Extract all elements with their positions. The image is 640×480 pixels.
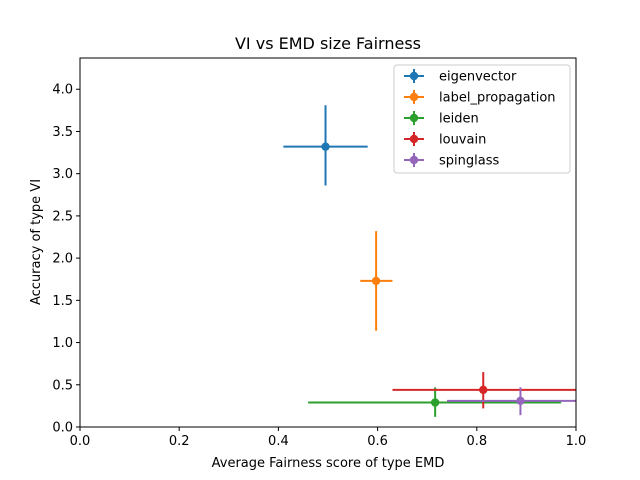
legend-marker-dot	[409, 92, 419, 102]
series-louvain	[392, 372, 576, 409]
legend-label: leiden	[439, 112, 479, 127]
legend-entry-spinglass: spinglass	[404, 153, 499, 169]
plot-frame	[79, 57, 577, 428]
series-eigenvector	[283, 105, 368, 186]
y-tick-label: 1.0	[52, 336, 73, 351]
data-point	[371, 276, 381, 286]
x-tick-label: 0.2	[169, 434, 190, 449]
series-spinglass	[447, 387, 576, 416]
legend-marker-dot	[409, 113, 419, 123]
legend-label: spinglass	[439, 154, 499, 169]
x-tick-label: 0.8	[466, 434, 487, 449]
legend-entry-eigenvector: eigenvector	[404, 69, 517, 85]
x-tick-label: 0.4	[268, 434, 289, 449]
legend-marker-dot	[409, 71, 419, 81]
legend-marker-dot	[409, 155, 419, 165]
y-axis-label: Accuracy of type VI	[29, 179, 44, 305]
y-tick-label: 3.5	[52, 125, 73, 140]
data-point	[430, 398, 440, 407]
y-tick-label: 4.0	[52, 83, 73, 98]
legend-box	[393, 64, 571, 174]
series-layer	[283, 105, 576, 417]
legend-label: label_propagation	[439, 91, 556, 106]
y-tick-label: 1.5	[52, 294, 73, 309]
y-tick-label: 2.5	[52, 209, 73, 224]
x-tick-label: 1.0	[566, 434, 587, 449]
x-axis: 0.0 0.2 0.4 0.6 0.8 1.0	[70, 427, 587, 449]
legend-label: eigenvector	[439, 70, 517, 85]
legend-entry-leiden: leiden	[404, 111, 479, 127]
x-tick-label: 0.6	[367, 434, 388, 449]
y-tick-label: 0.5	[52, 378, 73, 393]
legend-entry-louvain: louvain	[404, 132, 486, 148]
series-label-propagation	[360, 231, 393, 331]
y-axis: 0.0 0.5 1.0 1.5 2.0 2.5 3.0 3.5 4.0	[52, 83, 80, 436]
legend-entry-label-propagation: label_propagation	[404, 90, 556, 106]
data-point	[321, 142, 330, 151]
x-axis-label: Average Fairness score of type EMD	[212, 456, 445, 471]
y-tick-label: 3.0	[52, 167, 73, 182]
y-tick-label: 2.0	[52, 252, 73, 267]
data-point	[516, 396, 525, 406]
data-point	[479, 385, 488, 395]
chart-title: VI vs EMD size Fairness	[235, 34, 421, 53]
legend-label: louvain	[439, 133, 486, 148]
y-tick-label: 0.0	[52, 421, 73, 436]
legend-marker-dot	[409, 134, 419, 144]
x-tick-label: 0.0	[70, 434, 91, 449]
